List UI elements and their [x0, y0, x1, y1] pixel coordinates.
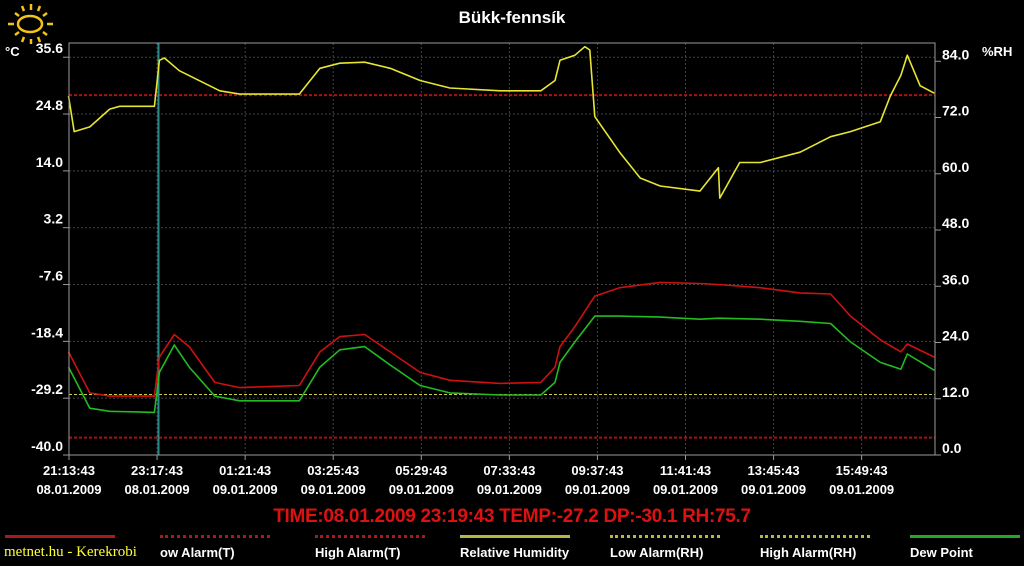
legend-swatch — [760, 535, 870, 538]
y-left-tick-label: 35.6 — [36, 40, 63, 56]
right-axis-unit: %RH — [982, 44, 1013, 59]
chart: 21:13:43 08.01.2009 23:17:43 08.01.2009 01:2… — [8, 4, 969, 497]
x-tick-label-time: 09:37:43 — [571, 463, 623, 478]
y-left-tick-label: 14.0 — [36, 154, 63, 170]
x-tick-label-date: 09.01.2009 — [301, 482, 366, 497]
legend-label: Dew Point — [910, 545, 973, 560]
y-right-tick-label: 84.0 — [942, 46, 969, 62]
y-right-tick-label: 72.0 — [942, 103, 969, 119]
x-tick-label-date: 09.01.2009 — [653, 482, 718, 497]
cursor-readout: TIME:08.01.2009 23:19:43 TEMP:-27.2 DP:-… — [273, 506, 751, 527]
legend-label: ow Alarm(T) — [160, 545, 235, 560]
x-tick-label-time: 11:41:43 — [660, 463, 711, 478]
legend: ow Alarm(T) High Alarm(T) Relative Humidit… — [0, 532, 1024, 566]
y-left-tick-label: 3.2 — [44, 211, 64, 227]
y-right-tick-label: 0.0 — [942, 440, 962, 456]
x-tick-label-time: 13:45:43 — [748, 463, 800, 478]
dew_point-line — [67, 315, 935, 414]
legend-label: Relative Humidity — [460, 545, 570, 560]
x-tick-label-time: 01:21:43 — [219, 463, 271, 478]
x-tick-label-date: 08.01.2009 — [36, 482, 101, 497]
y-left-tick-label: 24.8 — [36, 97, 63, 113]
x-tick-label-date: 09.01.2009 — [565, 482, 630, 497]
x-tick-label-time: 05:29:43 — [395, 463, 447, 478]
y-left-tick-label: -29.2 — [31, 381, 63, 397]
x-tick-label-time: 15:49:43 — [836, 463, 888, 478]
legend-item: ow Alarm(T) — [160, 532, 270, 560]
x-tick-label-time: 21:13:43 — [43, 463, 95, 478]
y-right-tick-label: 60.0 — [942, 159, 969, 175]
y-left-tick-label: -7.6 — [39, 268, 63, 284]
legend-label: Low Alarm(RH) — [610, 545, 704, 560]
x-tick-label-time: 07:33:43 — [483, 463, 535, 478]
x-tick-label-time: 03:25:43 — [307, 463, 359, 478]
legend-swatch — [460, 535, 570, 538]
legend-swatch — [160, 535, 270, 538]
chart-title: Bükk-fennsík — [458, 8, 566, 27]
legend-item — [5, 532, 115, 545]
legend-swatch — [315, 535, 425, 538]
legend-item: High Alarm(RH) — [760, 532, 870, 560]
temperature-line — [67, 281, 935, 397]
y-left-tick-label: -40.0 — [31, 438, 63, 454]
x-tick-label-time: 23:17:43 — [131, 463, 183, 478]
humidity-line — [67, 45, 935, 199]
legend-label: High Alarm(RH) — [760, 545, 857, 560]
y-right-tick-label: 12.0 — [942, 384, 969, 400]
legend-swatch — [910, 535, 1020, 538]
x-tick-label-date: 09.01.2009 — [741, 482, 806, 497]
legend-item: Dew Point — [910, 532, 1020, 560]
legend-item: Low Alarm(RH) — [610, 532, 720, 560]
y-right-tick-label: 48.0 — [942, 215, 969, 231]
sun-icon — [8, 4, 53, 44]
x-tick-label-date: 09.01.2009 — [829, 482, 894, 497]
legend-item: Relative Humidity — [460, 532, 570, 560]
x-tick-label-date: 09.01.2009 — [213, 482, 278, 497]
x-tick-label-date: 09.01.2009 — [477, 482, 542, 497]
legend-item: High Alarm(T) — [315, 532, 425, 560]
y-left-tick-label: -18.4 — [31, 324, 63, 340]
credit-text: metnet.hu - Kerekrobi — [4, 544, 137, 561]
x-tick-label-date: 09.01.2009 — [389, 482, 454, 497]
plot-frame — [68, 42, 936, 456]
legend-swatch — [610, 535, 720, 538]
y-right-tick-label: 36.0 — [942, 271, 969, 287]
y-right-tick-label: 24.0 — [942, 328, 969, 344]
x-tick-label-date: 08.01.2009 — [125, 482, 190, 497]
legend-swatch — [5, 535, 115, 538]
legend-label: High Alarm(T) — [315, 545, 401, 560]
left-axis-unit: °C — [5, 44, 20, 59]
